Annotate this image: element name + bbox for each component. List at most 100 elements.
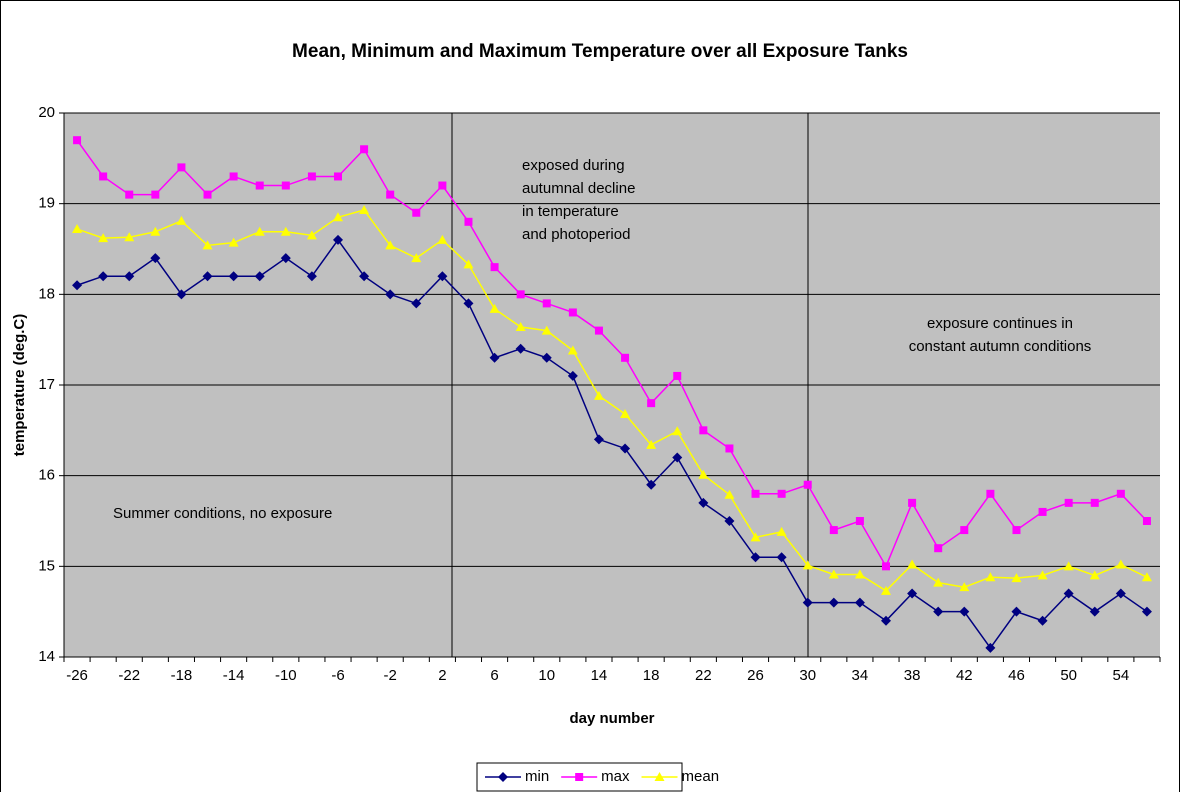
- data-point: [306, 271, 317, 282]
- data-point: [463, 298, 474, 309]
- data-point: [907, 559, 918, 569]
- data-point: [1115, 559, 1126, 569]
- y-tick-label: 16: [38, 467, 55, 484]
- x-tick-label: 30: [799, 667, 816, 684]
- data-point: [386, 190, 395, 199]
- data-point: [854, 597, 865, 608]
- data-point: [750, 532, 761, 542]
- data-point: [960, 526, 969, 535]
- data-point: [1141, 572, 1152, 582]
- data-point: [255, 181, 264, 190]
- legend-label: max: [601, 768, 630, 785]
- data-point: [177, 163, 186, 172]
- data-point: [385, 289, 396, 300]
- data-point: [1064, 498, 1073, 507]
- x-tick-label: 42: [956, 667, 973, 684]
- data-point: [908, 498, 917, 507]
- data-point: [934, 544, 943, 553]
- legend-marker: [575, 773, 584, 781]
- data-point: [176, 289, 187, 300]
- data-point: [385, 240, 396, 250]
- data-point: [489, 303, 500, 313]
- data-point: [203, 190, 212, 199]
- x-tick-label: -22: [118, 667, 140, 684]
- data-point: [751, 489, 760, 498]
- data-point: [1116, 489, 1125, 498]
- legend-marker: [498, 772, 508, 782]
- data-point: [1090, 498, 1099, 507]
- legend-marker: [654, 772, 665, 781]
- data-point: [280, 226, 291, 236]
- data-point: [229, 172, 238, 181]
- y-tick-label: 17: [38, 376, 55, 393]
- data-point: [985, 572, 996, 582]
- data-point: [254, 271, 265, 282]
- x-tick-label: 18: [643, 667, 660, 684]
- data-point: [854, 569, 865, 579]
- annotation: and photoperiod: [522, 226, 630, 243]
- data-point: [541, 352, 552, 363]
- data-point: [985, 642, 996, 653]
- y-tick-label: 15: [38, 557, 55, 574]
- data-point: [803, 480, 812, 489]
- series-line: [76, 139, 1148, 569]
- x-tick-label: -10: [275, 667, 297, 684]
- annotation: constant autumn conditions: [909, 338, 1092, 355]
- data-point: [673, 371, 682, 380]
- x-tick-label: 54: [1113, 667, 1130, 684]
- data-point: [646, 439, 657, 449]
- data-point: [176, 215, 187, 225]
- annotation: in temperature: [522, 203, 619, 220]
- y-axis-title: temperature (deg.C): [11, 314, 28, 457]
- x-tick-label: 2: [438, 667, 446, 684]
- data-point: [412, 208, 421, 217]
- annotation: Summer conditions, no exposure: [113, 505, 332, 522]
- data-point: [829, 526, 838, 535]
- data-point: [333, 234, 343, 245]
- data-point: [307, 172, 316, 181]
- data-point: [724, 516, 735, 526]
- data-point: [568, 308, 577, 317]
- data-point: [699, 426, 708, 435]
- data-point: [828, 597, 839, 608]
- data-point: [647, 399, 656, 408]
- data-point: [802, 597, 813, 608]
- y-tick-label: 14: [38, 648, 55, 665]
- x-tick-label: -2: [384, 667, 397, 684]
- data-point: [98, 271, 109, 282]
- data-point: [959, 606, 970, 617]
- data-point: [567, 345, 578, 355]
- data-point: [1038, 507, 1047, 516]
- chart-title: Mean, Minimum and Maximum Temperature ov…: [292, 41, 908, 62]
- data-point: [828, 569, 839, 579]
- data-point: [1011, 606, 1022, 617]
- data-point: [124, 271, 135, 282]
- data-point: [567, 370, 578, 381]
- data-point: [515, 343, 526, 354]
- data-point: [463, 259, 474, 269]
- x-tick-label: 26: [747, 667, 764, 684]
- data-point: [72, 224, 83, 234]
- data-point: [620, 409, 631, 419]
- data-point: [280, 253, 291, 264]
- data-point: [254, 226, 265, 236]
- data-point: [150, 253, 161, 264]
- data-point: [359, 271, 370, 282]
- data-point: [881, 585, 891, 595]
- x-tick-label: 22: [695, 667, 712, 684]
- data-point: [333, 212, 343, 222]
- data-point: [594, 326, 603, 335]
- data-point: [516, 290, 525, 299]
- data-point: [776, 552, 787, 563]
- data-point: [1115, 588, 1126, 599]
- data-point: [72, 280, 83, 291]
- data-point: [334, 172, 342, 181]
- data-point: [672, 426, 683, 436]
- data-point: [593, 434, 604, 445]
- data-point: [1012, 526, 1021, 535]
- x-axis-title: day number: [569, 710, 654, 727]
- data-point: [750, 552, 761, 563]
- data-point: [98, 233, 109, 243]
- data-point: [855, 517, 864, 525]
